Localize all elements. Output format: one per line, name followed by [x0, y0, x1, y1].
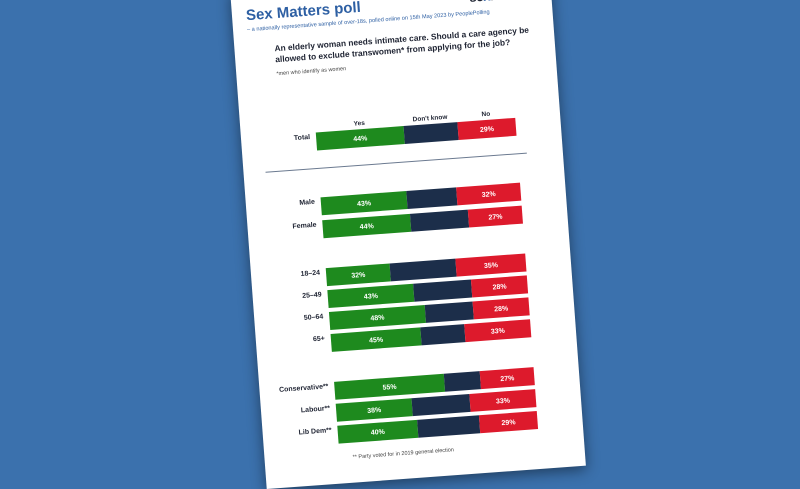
stacked-bar-chart: Yes Don't know No Total 44% 29% Male 43% 32% Fema…: [265, 111, 539, 444]
bar-value-label: 33%: [496, 397, 511, 405]
category-label: 18–24: [300, 270, 320, 278]
bar-segment-yes: [322, 213, 412, 239]
bar-segment-yes: [337, 419, 419, 444]
bar-value-label: 43%: [357, 200, 372, 208]
bar-value-label: 33%: [491, 328, 506, 336]
bar-segment-yes: [335, 398, 413, 422]
bar-value-label: 27%: [488, 214, 503, 222]
legend-yes: Yes: [353, 120, 365, 128]
bar-value-label: 43%: [364, 293, 379, 301]
bar-segment-no: [456, 182, 522, 206]
bar-value-label: 38%: [367, 407, 382, 415]
bar-segment-no: [455, 253, 527, 277]
bar-value-label: 28%: [494, 305, 509, 313]
bar-value-label: 27%: [500, 375, 515, 383]
category-label: Conservative**: [279, 383, 329, 394]
bar-segment-don-t-know: [403, 122, 459, 145]
bar-segment-no: [469, 389, 537, 412]
bar-value-label: 55%: [382, 384, 397, 392]
bar-value-label: 28%: [492, 283, 507, 291]
bar-value-label: 44%: [360, 223, 375, 231]
legend-don-t-know: Don't know: [412, 114, 448, 124]
bar-segment-no: [457, 117, 517, 141]
bar-segment-no: [478, 411, 539, 434]
category-label: 65+: [313, 335, 325, 343]
bar-segment-don-t-know: [389, 258, 457, 282]
bar-segment-don-t-know: [424, 301, 474, 323]
bar-segment-no: [479, 367, 535, 390]
bar-segment-no: [472, 297, 530, 320]
bar-segment-yes: [315, 126, 405, 151]
bar-value-label: 48%: [370, 314, 385, 322]
bar-value-label: 32%: [351, 272, 366, 280]
bar-segment-yes: [330, 327, 422, 352]
bar-value-label: 44%: [353, 135, 368, 143]
category-label: Female: [292, 222, 317, 231]
legend-no: No: [481, 111, 490, 119]
category-label: Labour**: [301, 405, 331, 414]
category-label: 25–49: [302, 292, 322, 300]
bar-value-label: 32%: [482, 191, 497, 199]
poll-sheet: Sex Matters poll – a nationally represen…: [230, 0, 586, 489]
divider-line: [265, 152, 527, 173]
category-label: 50–64: [304, 313, 324, 321]
bar-segment-yes: [320, 191, 408, 216]
bar-segment-don-t-know: [411, 393, 471, 417]
bar-segment-yes: [325, 263, 391, 287]
bar-segment-don-t-know: [420, 324, 466, 346]
bar-value-label: 45%: [369, 337, 384, 345]
bar-value-label: 29%: [480, 126, 495, 134]
category-label: Lib Dem**: [298, 427, 332, 436]
bar-segment-no: [464, 319, 532, 343]
bar-segment-no: [467, 205, 523, 228]
bar-segment-don-t-know: [417, 415, 481, 438]
bar-segment-don-t-know: [409, 209, 470, 232]
bar-segment-don-t-know: [443, 371, 481, 392]
bar-value-label: 40%: [371, 429, 386, 437]
bar-segment-no: [470, 275, 529, 298]
category-label: Total: [294, 134, 311, 142]
bar-value-label: 29%: [501, 419, 516, 427]
bar-segment-don-t-know: [406, 187, 458, 209]
bar-segment-yes: [327, 283, 415, 309]
category-label: Male: [299, 199, 315, 207]
bar-segment-yes: [334, 373, 446, 400]
bar-value-label: 35%: [484, 262, 499, 270]
bar-segment-yes: [328, 304, 427, 330]
bar-segment-don-t-know: [413, 279, 473, 302]
